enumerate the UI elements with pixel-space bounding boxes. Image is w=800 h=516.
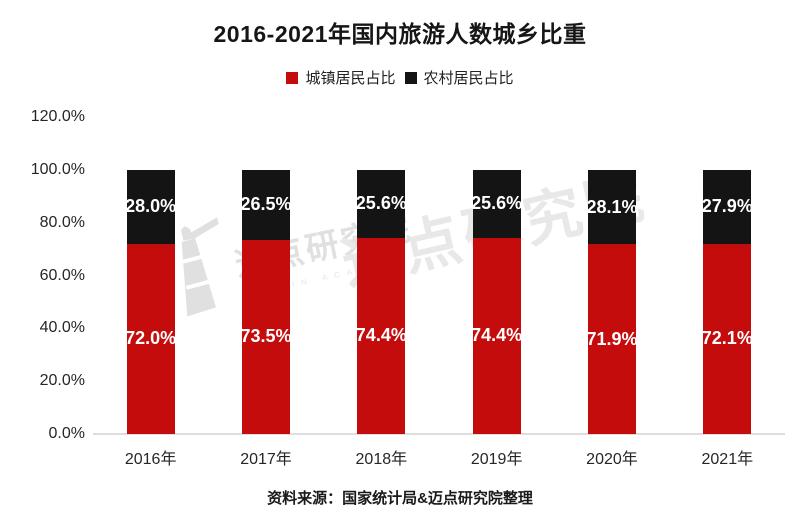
bars-row: 28.0% 72.0% 26.5% 73.5% 25.6% 74.4% 25.6% 74.4%… (93, 170, 785, 434)
bar-group-1: 28.0% 72.0% (93, 170, 208, 434)
stacked-bar-2: 26.5% 73.5% (240, 170, 292, 434)
y-axis-labels: 120.0% 100.0% 80.0% 60.0% 40.0% 20.0% 0.0% (0, 0, 85, 516)
y-axis-tick-label: 80.0% (39, 213, 85, 231)
bar-segment-urban: 71.9% (586, 244, 638, 434)
legend-item-rural: 农村居民占比 (404, 67, 514, 88)
bar-value-label: 74.4% (471, 325, 523, 346)
x-axis-label: 2020年 (586, 451, 638, 468)
x-axis-labels: 2016年 2017年 2018年 2019年 2020年 2021年 (93, 445, 785, 469)
bar-value-label: 25.6% (355, 193, 407, 214)
x-axis-label: 2016年 (124, 451, 177, 468)
y-axis-tick-label: 60.0% (39, 266, 85, 284)
bar-value-label: 72.0% (125, 328, 177, 349)
bar-group-2: 26.5% 73.5% (208, 170, 323, 434)
bar-value-label: 71.9% (586, 328, 638, 349)
legend-swatch-urban (286, 71, 299, 84)
bar-segment-rural: 27.9% (701, 170, 753, 244)
stacked-bar-6: 27.9% 72.1% (701, 170, 753, 434)
y-axis-tick-label: 0.0% (48, 425, 85, 442)
stacked-bar-3: 25.6% 74.4% (355, 170, 407, 434)
bar-value-label: 27.9% (701, 196, 753, 217)
bar-value-label: 25.6% (471, 193, 523, 214)
source-note: 资料来源：国家统计局&迈点研究院整理 (267, 490, 533, 507)
bar-segment-urban: 74.4% (471, 237, 523, 434)
bar-value-label: 26.5% (240, 194, 292, 215)
stacked-bar-5: 28.1% 71.9% (586, 170, 638, 434)
bar-value-label: 28.1% (586, 196, 638, 217)
legend-label: 农村居民占比 (423, 70, 514, 87)
y-axis-tick-label: 20.0% (39, 372, 85, 390)
stacked-bar-1: 28.0% 72.0% (125, 170, 177, 434)
legend-label: 城镇居民占比 (305, 70, 396, 87)
bar-group-4: 25.6% 74.4% (439, 170, 554, 434)
stacked-bar-4: 25.6% 74.4% (471, 170, 523, 434)
bar-group-6: 27.9% 72.1% (670, 170, 785, 434)
bar-value-label: 28.0% (125, 196, 177, 217)
bar-segment-rural: 28.1% (586, 170, 638, 245)
legend: 城镇居民占比 农村居民占比 (0, 67, 800, 88)
bar-segment-rural: 26.5% (240, 170, 292, 240)
legend-item-urban: 城镇居民占比 (286, 67, 396, 88)
bar-value-label: 73.5% (240, 326, 292, 347)
bar-segment-urban: 72.0% (125, 243, 177, 434)
bar-segment-urban: 73.5% (240, 239, 292, 434)
bar-value-label: 72.1% (701, 328, 753, 349)
bar-group-3: 25.6% 74.4% (324, 170, 439, 434)
bar-group-5: 28.1% 71.9% (554, 170, 669, 434)
chart-title: 2016-2021年国内旅游人数城乡比重 (213, 21, 587, 47)
x-axis-line (93, 433, 785, 435)
bar-value-label: 74.4% (355, 325, 407, 346)
y-axis-tick-label: 40.0% (39, 319, 85, 337)
y-axis-tick-label: 120.0% (30, 108, 85, 126)
legend-swatch-rural (404, 71, 417, 84)
bar-segment-urban: 72.1% (701, 243, 753, 434)
x-axis-label: 2021年 (701, 451, 754, 468)
x-axis-label: 2017年 (240, 451, 292, 468)
bar-segment-rural: 25.6% (355, 170, 407, 238)
x-axis-label: 2018年 (355, 451, 408, 468)
bar-segment-urban: 74.4% (355, 237, 407, 434)
bar-segment-rural: 28.0% (125, 170, 177, 244)
y-axis-tick-label: 100.0% (30, 161, 85, 178)
bar-segment-rural: 25.6% (471, 170, 523, 238)
x-axis-label: 2019年 (470, 451, 523, 468)
